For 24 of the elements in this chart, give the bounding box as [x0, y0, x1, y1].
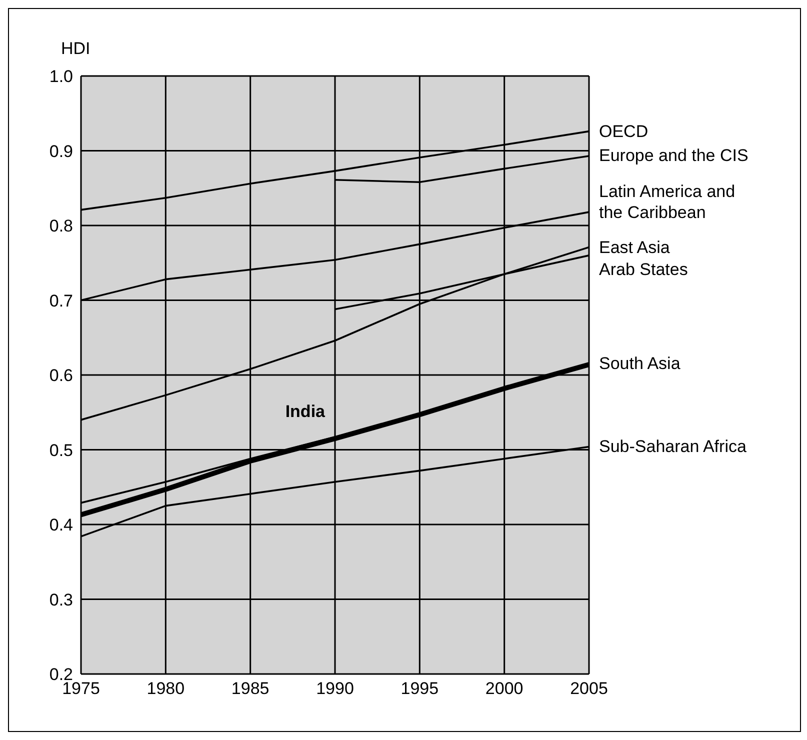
- y-tick-label: 0.6: [49, 366, 73, 386]
- y-tick-label: 1.0: [49, 67, 73, 86]
- y-tick-label: 0.3: [49, 590, 73, 610]
- y-tick-label: 0.5: [49, 440, 73, 460]
- x-tick-label: 1980: [146, 679, 185, 698]
- y-axis-title: HDI: [61, 39, 90, 59]
- series-label: South Asia: [599, 353, 680, 374]
- series-label: East Asia: [599, 236, 670, 258]
- series-label: Europe and the CIS: [599, 145, 748, 166]
- y-tick-label: 0.9: [49, 142, 73, 161]
- series-label: Latin America and the Caribbean: [599, 180, 736, 223]
- y-tick-label: 0.8: [49, 216, 73, 236]
- x-tick-label: 1995: [400, 679, 439, 698]
- y-tick-label: 0.7: [49, 291, 73, 310]
- x-tick-label: 1975: [62, 679, 100, 698]
- x-tick-label: 2000: [485, 679, 524, 698]
- x-tick-label: 2005: [570, 679, 608, 698]
- series-label: OECD: [599, 120, 648, 142]
- x-tick-label: 1985: [231, 679, 270, 698]
- y-tick-label: 0.4: [49, 516, 73, 535]
- x-tick-label: 1990: [316, 679, 354, 698]
- series-label: Arab States: [599, 258, 688, 280]
- series-label: Sub-Saharan Africa: [599, 436, 746, 458]
- annotation: India: [285, 402, 325, 422]
